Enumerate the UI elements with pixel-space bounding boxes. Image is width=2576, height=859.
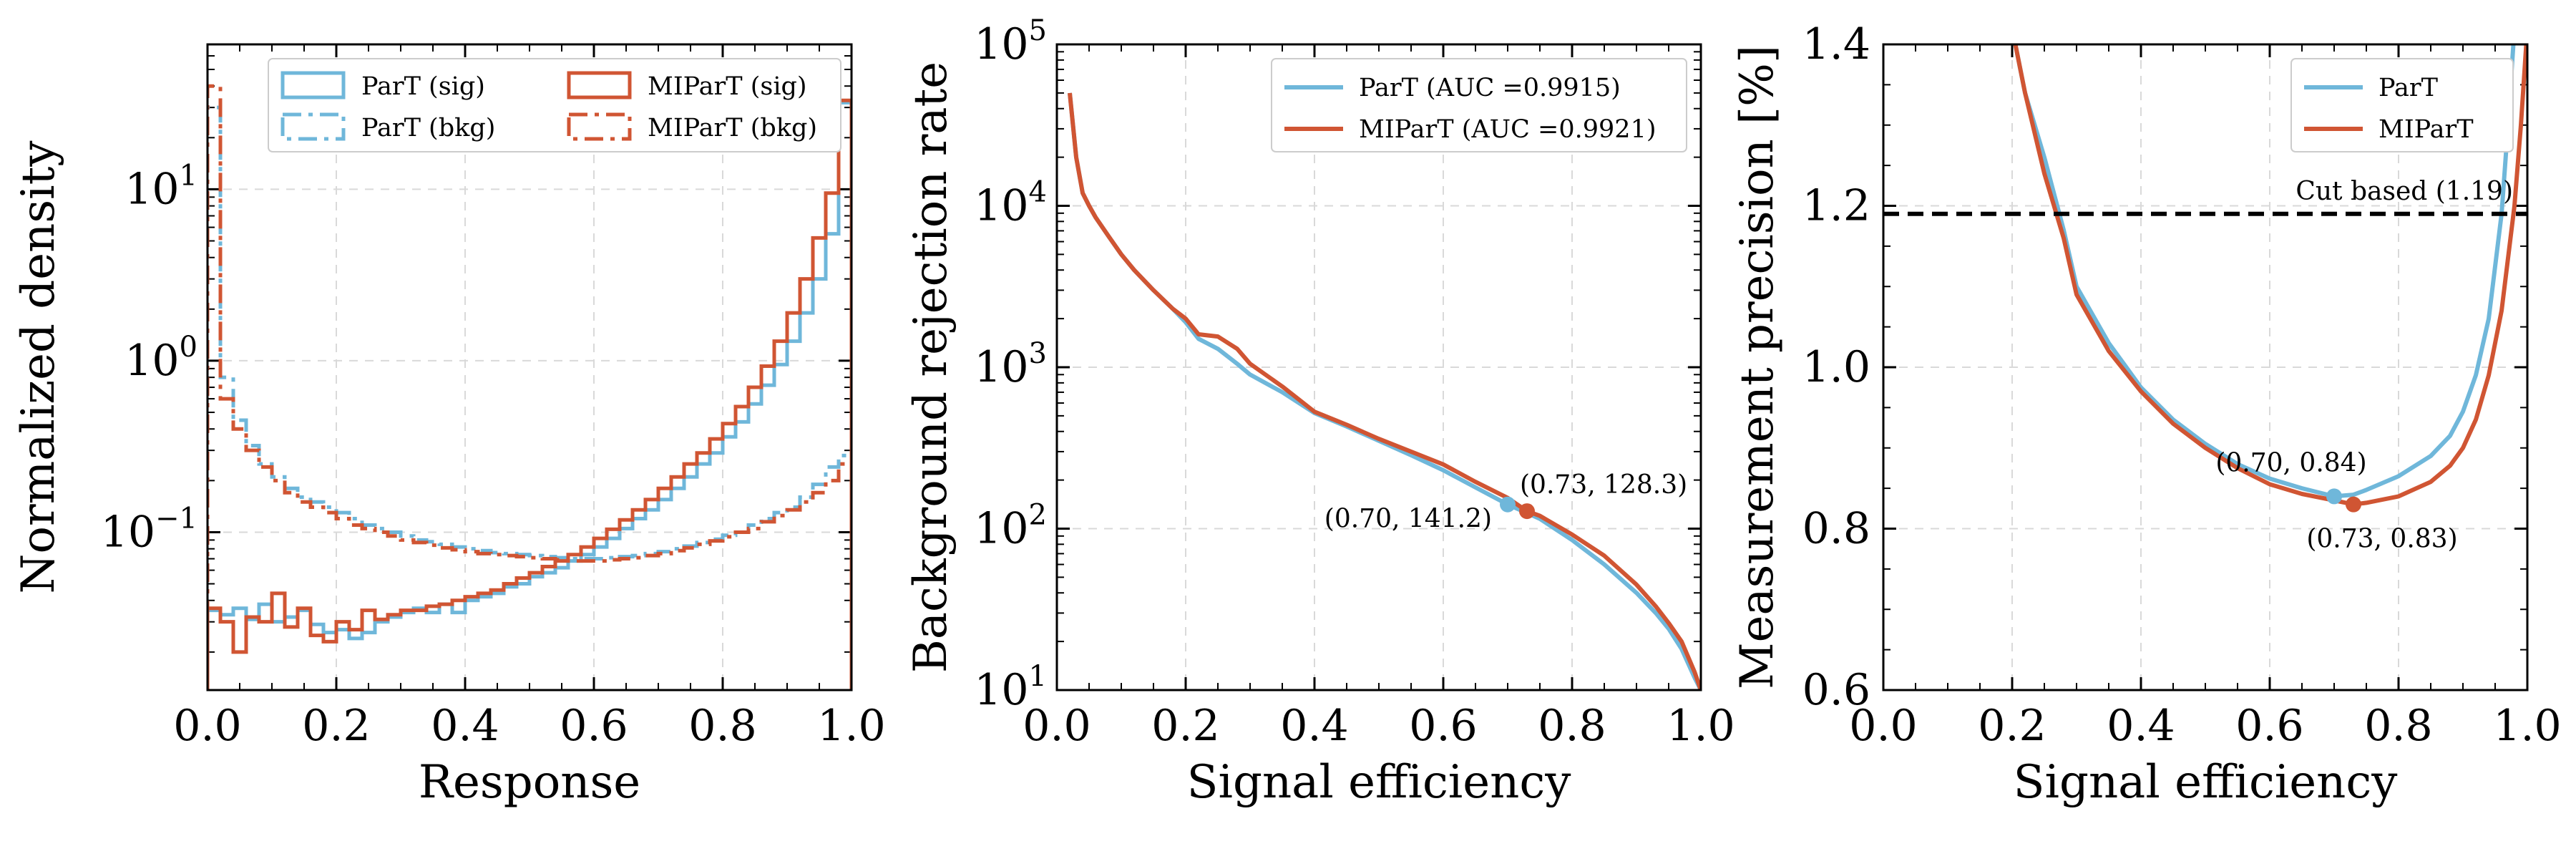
marker-point [1519, 503, 1535, 520]
x-tick-label: 1.0 [1667, 701, 1735, 751]
legend-box [1271, 58, 1687, 152]
y-tick-exponent: −1 [155, 502, 197, 535]
roc-panel: 0.0 0.2 0.4 0.6 0.8 1.0101102103104105Signal … [904, 14, 1735, 809]
marker-point [2326, 488, 2342, 505]
y-tick-label: 1.2 [1802, 181, 1870, 231]
x-tick-label: 0.4 [431, 701, 499, 751]
y-axis-label: Measurement precision [%] [1731, 45, 1784, 689]
histogram-series-2 [208, 98, 852, 690]
marker-label: (0.73, 0.83) [2306, 525, 2457, 554]
legend-box [268, 58, 841, 152]
y-tick-label: 102 [974, 499, 1047, 554]
y-axis-label: Normalized density [12, 140, 65, 593]
y-tick-label: 105 [974, 14, 1047, 69]
y-tick-label: 101 [125, 159, 197, 214]
y-tick-label: 101 [974, 660, 1047, 715]
y-tick-label: 1.0 [1802, 342, 1870, 392]
legend-swatch [567, 112, 632, 141]
y-tick-label: 1.4 [1802, 19, 1870, 69]
y-tick-exponent: 2 [1029, 499, 1047, 532]
x-axis-label: Response [419, 756, 640, 809]
y-tick-base: 10 [974, 504, 1028, 554]
y-tick-exponent: 1 [1029, 660, 1047, 693]
series-layer [1068, 92, 1701, 690]
x-tick-label: 0.4 [1280, 701, 1348, 751]
x-tick-label: 0.0 [1023, 701, 1091, 751]
histogram-series-0 [208, 100, 852, 690]
y-tick-label: 103 [974, 337, 1047, 392]
y-tick-base: 10 [974, 19, 1028, 69]
series-layer [208, 84, 852, 690]
marker-label: (0.70, 0.84) [2215, 448, 2366, 477]
legend-swatch [280, 71, 346, 100]
plot-frame [1055, 43, 1702, 691]
x-tick-label: 0.8 [2364, 701, 2432, 751]
y-tick-label: 100 [125, 331, 197, 386]
histogram-series-1 [208, 105, 852, 690]
x-tick-label: 0.6 [560, 701, 628, 751]
response-density-panel: 0.0 0.2 0.4 0.6 0.8 1.010−1100101ResponseNorm… [12, 43, 886, 809]
plot-frame [206, 43, 853, 691]
legend: ParT (AUC =0.9915) MIParT (AUC =0.9921) [1271, 58, 1687, 152]
legend-label: MIParT (sig) [648, 72, 807, 101]
x-tick-label: 1.0 [2493, 701, 2561, 751]
x-tick-label: 0.2 [1151, 701, 1219, 751]
x-tick-label: 0.6 [1409, 701, 1477, 751]
legend-swatch [567, 71, 632, 100]
x-tick-label: 0.0 [1849, 701, 1917, 751]
precision-panel: 0.0 0.2 0.4 0.6 0.8 1.0 0.6 0.8 1.0 1.2 1.4 Signal … [1731, 19, 2562, 809]
histogram-series-3 [208, 84, 852, 690]
marker-point [2346, 496, 2361, 513]
y-tick-base: 10 [101, 507, 155, 557]
y-tick-exponent: 0 [180, 331, 197, 364]
y-axis-label: Background rejection rate [904, 62, 957, 673]
legend-label: ParT [2379, 74, 2438, 102]
x-tick-label: 1.0 [817, 701, 885, 751]
y-tick-label: 0.6 [1802, 665, 1870, 715]
plot-frame [1882, 43, 2529, 691]
line-series-0 [1068, 92, 1701, 690]
y-tick-label: 104 [974, 176, 1047, 231]
y-tick-base: 10 [125, 336, 179, 386]
legend-label: MIParT (bkg) [648, 114, 817, 142]
marker-label: (0.73, 128.3) [1520, 470, 1687, 500]
x-tick-label: 0.6 [2235, 701, 2303, 751]
legend-label: ParT (sig) [361, 72, 485, 101]
y-tick-exponent: 3 [1029, 337, 1047, 370]
y-tick-exponent: 1 [180, 159, 197, 192]
x-tick-label: 0.2 [1978, 701, 2046, 751]
y-tick-base: 10 [974, 342, 1028, 392]
x-tick-label: 0.2 [302, 701, 370, 751]
line-series-1 [1068, 92, 1701, 690]
x-axis-label: Signal efficiency [1187, 756, 1571, 809]
marker-label: (0.70, 141.2) [1324, 505, 1492, 534]
x-tick-label: 0.0 [173, 701, 241, 751]
legend-label: MIParT (AUC =0.9921) [1359, 115, 1657, 144]
x-tick-label: 0.4 [2107, 701, 2175, 751]
y-tick-label: 0.8 [1802, 504, 1870, 554]
y-tick-base: 10 [974, 665, 1028, 715]
legend-label: MIParT [2379, 115, 2474, 144]
legend-label: ParT (bkg) [361, 114, 495, 142]
x-axis-label: Signal efficiency [2014, 756, 2398, 809]
legend-swatch [280, 112, 346, 141]
cut-based-label: Cut based (1.19) [2296, 177, 2513, 206]
y-tick-label: 10−1 [101, 502, 197, 557]
x-tick-label: 0.8 [1538, 701, 1606, 751]
y-tick-exponent: 5 [1029, 14, 1047, 47]
legend-label: ParT (AUC =0.9915) [1359, 74, 1621, 102]
legend: ParT (sig) ParT (bkg) MIParT (sig) MIParT (… [268, 58, 841, 152]
y-tick-base: 10 [125, 164, 179, 214]
y-tick-exponent: 4 [1029, 176, 1047, 209]
x-tick-label: 0.8 [688, 701, 756, 751]
legend: ParT MIParT [2290, 58, 2514, 152]
marker-point [1500, 496, 1516, 513]
y-tick-base: 10 [974, 181, 1028, 231]
